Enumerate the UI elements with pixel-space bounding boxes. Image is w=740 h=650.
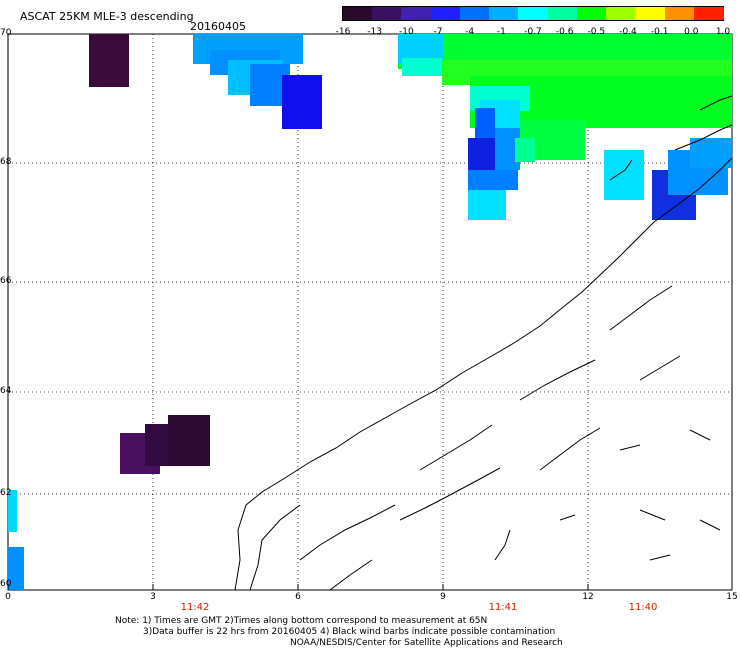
colorbar-tick-label: -1 — [496, 27, 506, 37]
lat-label-62: 62 — [0, 488, 12, 498]
colorbar-segment — [401, 7, 432, 20]
colorbar — [342, 6, 724, 21]
colorbar-segment — [372, 7, 403, 20]
colorbar-tick-label: -13 — [367, 27, 383, 37]
colorbar-tick-label: -0.4 — [619, 27, 637, 37]
time-label-1: 11:42 — [180, 602, 210, 613]
colorbar-tick-label: -0.7 — [524, 27, 542, 37]
lat-label-70: 70 — [0, 28, 12, 38]
colorbar-segment — [664, 7, 695, 20]
colorbar-segment — [459, 7, 490, 20]
lon-label-12: 12 — [582, 592, 594, 602]
colorbar-tick-label: 1.0 — [715, 27, 731, 37]
colorbar-segment — [547, 7, 578, 20]
colorbar-tick-label: -0.6 — [555, 27, 574, 37]
colorbar-tick-label: -10 — [398, 27, 414, 37]
map-frame — [7, 33, 733, 591]
colorbar-segment — [430, 7, 461, 20]
lon-label-15: 15 — [726, 592, 738, 602]
colorbar-segment — [518, 7, 549, 20]
lat-label-68: 68 — [0, 157, 12, 167]
colorbar-tick-label: -7 — [433, 27, 443, 37]
colorbar-segment — [693, 7, 724, 20]
lon-label-9: 9 — [440, 592, 446, 602]
colorbar-segment — [606, 7, 637, 20]
note-line-1: Note: 1) Times are GMT 2)Times along bot… — [115, 616, 488, 626]
lon-label-6: 6 — [295, 592, 301, 602]
colorbar-tick-label: -4 — [465, 27, 475, 37]
colorbar-segment — [576, 7, 607, 20]
colorbar-segment — [343, 7, 373, 20]
axis-ticks — [7, 584, 733, 590]
ice-data-cells — [8, 34, 732, 590]
colorbar-segment — [635, 7, 666, 20]
colorbar-tick-label: 0.0 — [684, 27, 699, 37]
colorbar-tick-label: -16 — [335, 27, 351, 37]
colorbar-segment — [489, 7, 520, 20]
time-label-2: 11:41 — [488, 602, 518, 613]
map-date: 20160405 — [190, 20, 246, 33]
lon-label-0: 0 — [5, 592, 11, 602]
lat-label-64: 64 — [0, 386, 12, 396]
lon-label-3: 3 — [150, 592, 156, 602]
lat-label-66: 66 — [0, 276, 12, 286]
map-title: ASCAT 25KM MLE-3 descending — [20, 10, 194, 23]
colorbar-tick-label: -0.5 — [587, 27, 606, 37]
note-line-2: 3)Data buffer is 22 hrs from 20160405 4)… — [143, 627, 556, 637]
note-line-3: NOAA/NESDIS/Center for Satellite Applica… — [290, 638, 563, 648]
colorbar-tick-label: -0.1 — [650, 27, 669, 37]
time-label-3: 11:40 — [628, 602, 658, 613]
lat-label-60: 60 — [0, 579, 12, 589]
coastline — [234, 95, 733, 591]
